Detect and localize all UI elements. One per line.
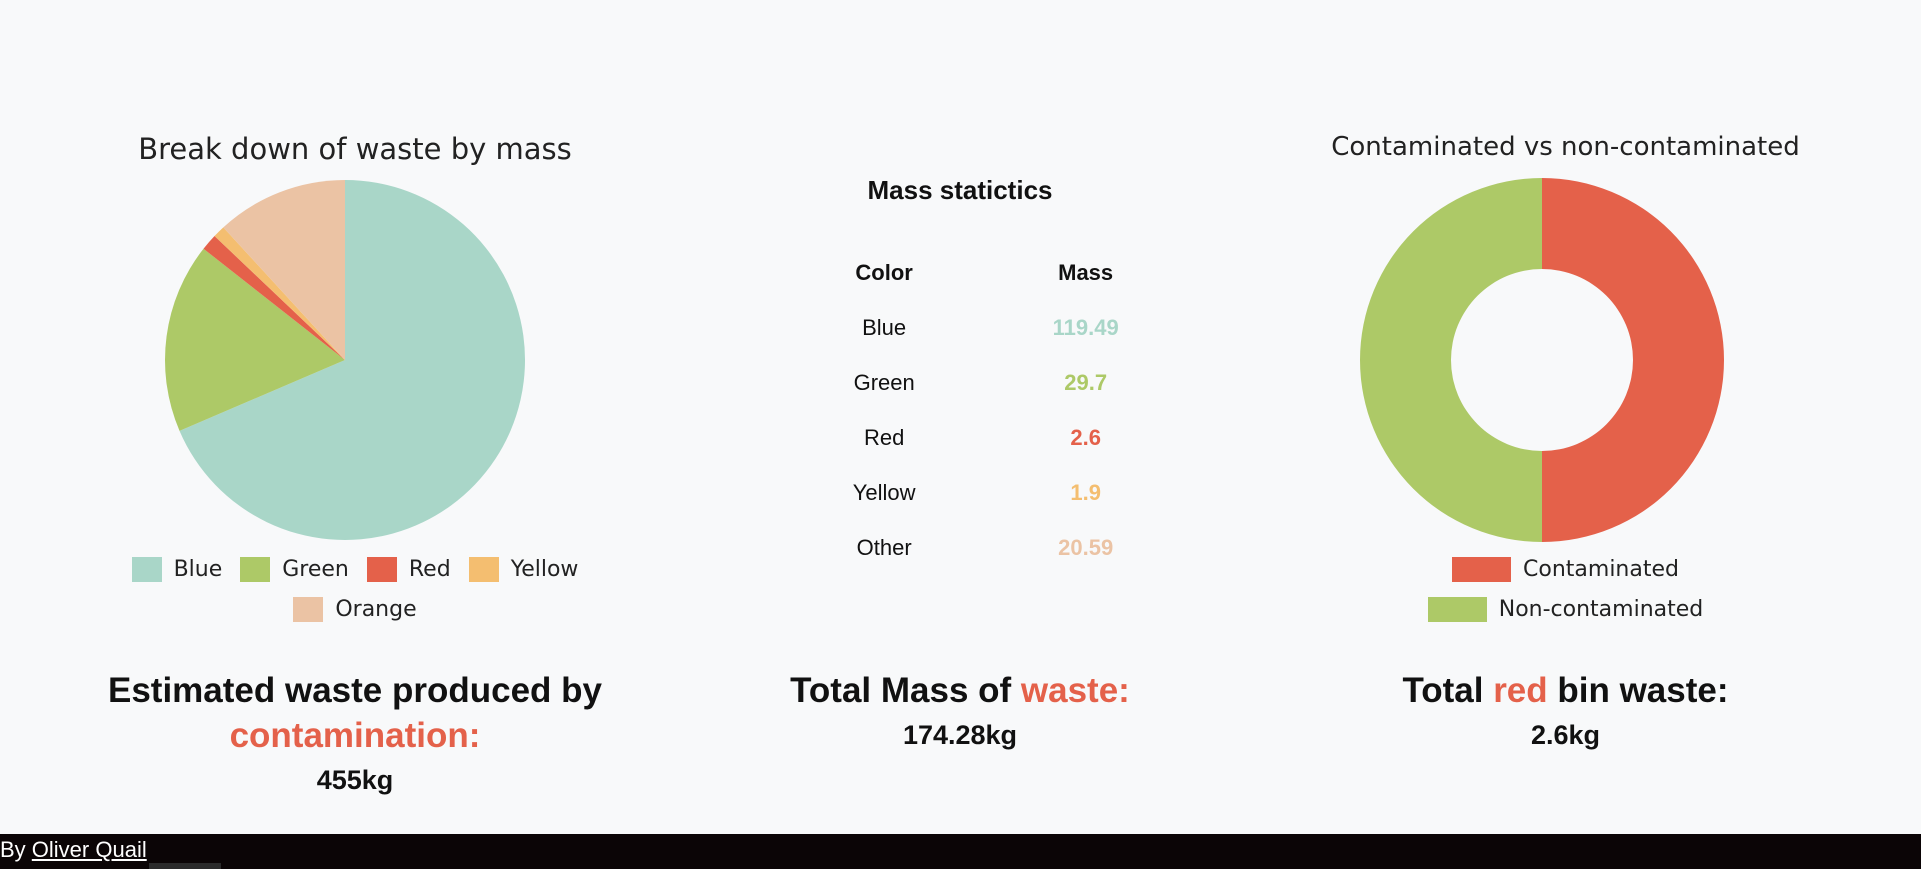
legend-swatch-orange <box>293 596 324 622</box>
row-mass-cell: 119.49 <box>1052 314 1119 340</box>
table-row: Green 29.7 <box>807 355 1210 410</box>
contamination-donut-chart <box>1360 178 1724 542</box>
legend-item-contaminated[interactable]: Contaminated <box>1452 556 1679 582</box>
legend-swatch-blue <box>131 556 162 582</box>
summary-left-highlight: contamination: <box>229 716 481 755</box>
row-color-cell: Blue <box>862 314 907 340</box>
summary-mid-prefix: Total Mass of <box>790 671 1021 710</box>
total-mass-summary: Total Mass of waste: 174.28kg <box>710 668 1210 757</box>
pie-slice-contaminated[interactable] <box>1542 178 1724 542</box>
donut-chart-legend: Contaminated Non-contaminated <box>1210 549 1921 629</box>
author-link[interactable]: Oliver Quail <box>31 837 147 862</box>
legend-item-blue[interactable]: Blue <box>131 556 223 582</box>
horizontal-scrollbar[interactable] <box>149 863 221 869</box>
row-color-cell: Other <box>856 534 912 560</box>
donut-chart-title: Contaminated vs non-contaminated <box>1331 132 1800 162</box>
legend-label-blue: Blue <box>173 556 223 582</box>
total-mass-value: 174.28kg <box>902 720 1018 750</box>
row-mass-cell: 29.7 <box>1064 369 1108 395</box>
summary-right-prefix: Total <box>1402 671 1494 710</box>
pie-slice-non-contaminated[interactable] <box>1360 178 1542 542</box>
table-row: Other 20.59 <box>807 520 1210 575</box>
row-mass-cell: 2.6 <box>1070 424 1101 450</box>
red-bin-summary: Total red bin waste: 2.6kg <box>1210 668 1921 757</box>
legend-swatch-contaminated <box>1452 556 1512 582</box>
row-color-cell: Red <box>863 424 905 450</box>
pie-chart-legend: Blue Green Red Yellow Orange <box>0 549 710 629</box>
table-row: Blue 119.49 <box>807 300 1210 355</box>
legend-swatch-non-contaminated <box>1427 596 1487 622</box>
waste-pie-chart <box>165 180 525 540</box>
pie-slice-red[interactable] <box>203 235 345 360</box>
legend-label-non-contaminated: Non-contaminated <box>1498 596 1704 622</box>
contamination-waste-value: 455kg <box>316 765 394 795</box>
legend-label-yellow: Yellow <box>510 556 579 582</box>
mass-statistics-title: Mass statictics <box>867 175 1053 205</box>
legend-item-green[interactable]: Green <box>240 556 349 582</box>
pie-chart-title: Break down of waste by mass <box>138 132 572 166</box>
legend-item-red[interactable]: Red <box>366 556 451 582</box>
legend-label-green: Green <box>282 556 349 582</box>
column-header-mass: Mass <box>1058 259 1114 285</box>
column-header-color: Color <box>855 259 913 285</box>
legend-swatch-green <box>240 556 271 582</box>
legend-item-orange[interactable]: Orange <box>293 596 417 622</box>
row-mass-cell: 1.9 <box>1070 479 1101 505</box>
row-color-cell: Yellow <box>852 479 916 505</box>
table-row: Yellow 1.9 <box>807 465 1210 520</box>
red-bin-value: 2.6kg <box>1530 720 1601 750</box>
footer-by-text: By <box>0 837 32 862</box>
legend-label-orange: Orange <box>335 596 417 622</box>
contamination-waste-summary: Estimated waste produced by contaminatio… <box>0 668 710 802</box>
summary-mid-highlight: waste: <box>1020 671 1130 710</box>
pie-slice-blue[interactable] <box>179 180 525 540</box>
summary-left-prefix: Estimated waste produced by <box>107 671 603 710</box>
row-color-cell: Green <box>853 369 915 395</box>
table-header-row: Color Mass <box>807 245 1210 300</box>
pie-slice-orange[interactable] <box>223 180 345 360</box>
legend-label-red: Red <box>408 556 451 582</box>
legend-label-contaminated: Contaminated <box>1523 556 1679 582</box>
legend-swatch-red <box>366 556 397 582</box>
legend-item-yellow[interactable]: Yellow <box>468 556 579 582</box>
legend-item-non-contaminated[interactable]: Non-contaminated <box>1427 596 1704 622</box>
summary-right-highlight: red <box>1493 671 1548 710</box>
table-row: Red 2.6 <box>807 410 1210 465</box>
pie-slice-green[interactable] <box>165 248 345 431</box>
legend-swatch-yellow <box>468 556 499 582</box>
summary-right-suffix: bin waste: <box>1547 671 1729 710</box>
row-mass-cell: 20.59 <box>1058 534 1114 560</box>
pie-slice-yellow[interactable] <box>214 227 345 360</box>
mass-statistics-table: Color Mass Blue 119.49 Green 29.7 Red 2.… <box>807 245 1210 575</box>
footer: By Oliver Quail <box>0 834 1921 869</box>
